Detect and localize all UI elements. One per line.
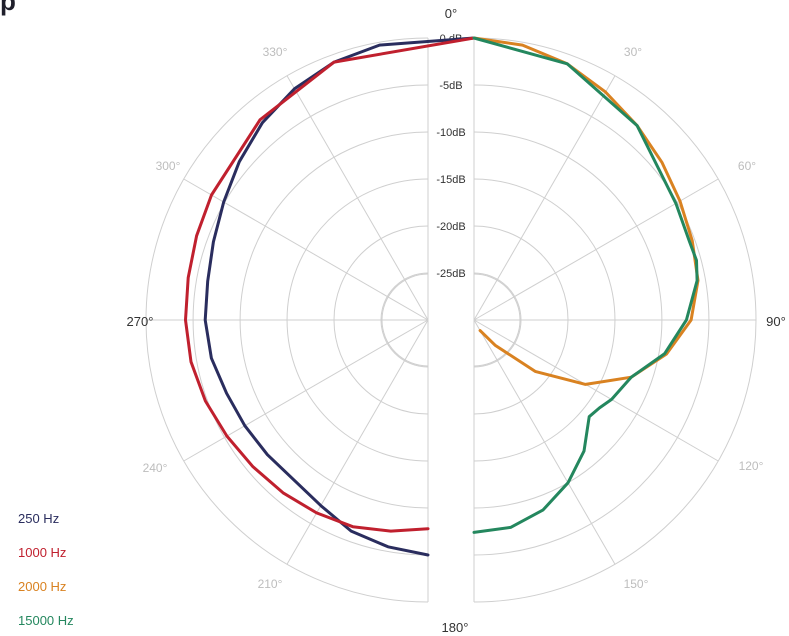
angle-label: 90° (766, 314, 786, 329)
grid-spoke (473, 319, 616, 565)
grid-spoke (473, 75, 616, 321)
series-line-250-hz (203, 36, 476, 557)
angle-label: 300° (156, 159, 181, 173)
legend-item: 15000 Hz (18, 613, 74, 628)
grid-spoke (286, 319, 429, 565)
grid-spoke (473, 319, 719, 462)
angle-label: 210° (258, 577, 283, 591)
angle-label: 150° (624, 577, 649, 591)
grid-spoke (183, 319, 429, 462)
radial-tick-label: -10dB (436, 127, 465, 139)
angle-label: 120° (739, 459, 764, 473)
series-line-2000-hz (472, 36, 700, 386)
legend-item: 250 Hz (18, 511, 60, 526)
angle-label: 240° (143, 461, 168, 475)
radial-tick-label: -5dB (439, 80, 462, 92)
grid-spoke (286, 75, 429, 321)
series-line-15000-hz (472, 36, 699, 534)
grid-spoke (473, 178, 719, 321)
legend-item: 1000 Hz (18, 545, 67, 560)
angle-label: 330° (263, 45, 288, 59)
radial-tick-label: -15dB (436, 174, 465, 186)
angle-label: 30° (624, 45, 642, 59)
angle-label: 270° (127, 314, 154, 329)
radial-tick-label: -25dB (436, 268, 465, 280)
chart-title: p (0, 0, 16, 16)
angle-label: 180° (442, 620, 469, 635)
angle-label: 0° (445, 6, 457, 21)
legend-item: 2000 Hz (18, 579, 67, 594)
series-line-1000-hz (184, 36, 476, 533)
radial-tick-label: -20dB (436, 221, 465, 233)
grid-spoke (183, 178, 429, 321)
angle-label: 60° (738, 159, 756, 173)
